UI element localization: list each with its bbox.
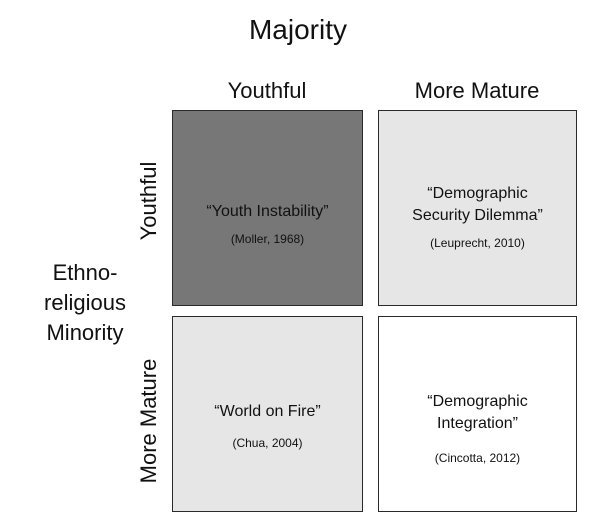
cell-title: Security Dilemma” — [412, 207, 543, 224]
majority-title: Majority — [248, 14, 347, 45]
cell-citation: (Cincotta, 2012) — [434, 451, 521, 465]
cell-title: “Demographic — [427, 393, 528, 410]
cell-youth-instability: “Youth Instability” (Moller, 1968) — [172, 110, 363, 306]
cell-title: “Demographic — [427, 185, 528, 202]
side-label-line: Minority — [46, 320, 124, 345]
cell-title: Integration” — [437, 415, 518, 432]
column-label-youthful: Youthful — [227, 78, 307, 103]
side-label-line: religious — [44, 290, 126, 315]
ethnoreligious-minority-label: Ethno- religious Minority — [30, 258, 140, 348]
row-label-youthful: Youthful — [136, 161, 161, 241]
column-label-more-mature: More Mature — [414, 78, 540, 103]
cell-citation: (Chua, 2004) — [232, 436, 303, 450]
cell-citation: (Moller, 1968) — [230, 232, 305, 246]
side-label-line: Ethno- — [52, 260, 118, 285]
row-label-more-mature: More Mature — [136, 358, 161, 484]
cell-title: “Youth Instability” — [206, 203, 329, 220]
cell-citation: (Leuprecht, 2010) — [430, 236, 525, 250]
cell-demographic-security-dilemma: “Demographic Security Dilemma” (Leuprech… — [378, 110, 577, 306]
cell-title: “World on Fire” — [214, 403, 321, 420]
cell-demographic-integration: “Demographic Integration” (Cincotta, 201… — [378, 316, 577, 512]
cell-world-on-fire: “World on Fire” (Chua, 2004) — [172, 316, 363, 512]
